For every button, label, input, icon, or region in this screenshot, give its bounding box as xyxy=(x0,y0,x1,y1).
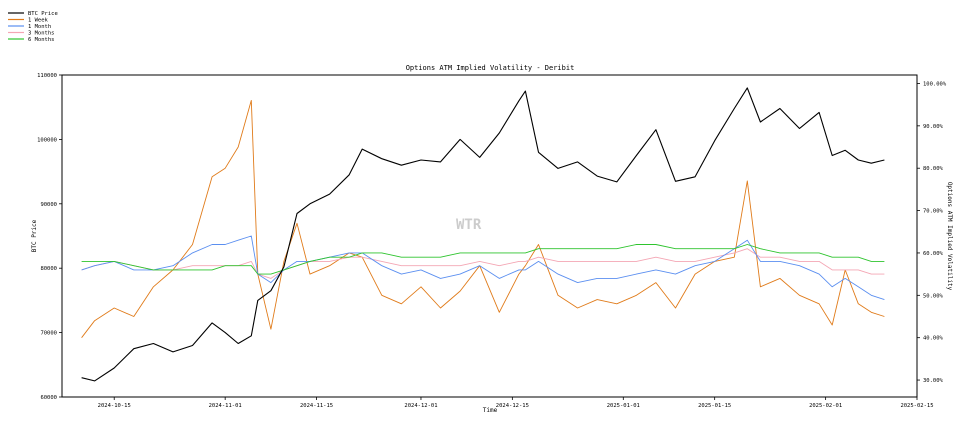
x-tick-label: 2024-11-01 xyxy=(209,403,242,409)
series-lines xyxy=(81,87,885,382)
y-left-tick-label: 60000 xyxy=(40,395,57,401)
x-tick-label: 2025-02-15 xyxy=(900,403,933,409)
y-right-tick-label: 100.00% xyxy=(923,81,947,87)
y-right-tick-label: 80.00% xyxy=(923,166,944,172)
x-tick-label: 2025-01-15 xyxy=(698,403,731,409)
y-right-tick-label: 40.00% xyxy=(923,336,944,342)
series-line-1-month xyxy=(81,235,885,301)
x-tick-label: 2024-12-15 xyxy=(496,403,529,409)
y-axis-right-ticks: 30.00% 40.00% 50.00% 60.00% 70.00% 80.00% 90.0… xyxy=(917,81,947,384)
x-tick-label: 2025-01-01 xyxy=(607,403,640,409)
series-line-6-months xyxy=(81,244,885,275)
y-axis-right-label: Options ATM Implied Volatility xyxy=(946,182,953,291)
x-axis-label: Time xyxy=(483,407,498,414)
y-right-tick-label: 70.00% xyxy=(923,209,944,215)
y-right-tick-label: 60.00% xyxy=(923,251,944,257)
legend-label-1-month: 1 Month xyxy=(28,24,51,30)
y-right-tick-label: 50.00% xyxy=(923,293,944,299)
legend-label-1-week: 1 Week xyxy=(28,18,49,24)
chart-title: Options ATM Implied Volatility - Deribit xyxy=(406,64,575,72)
legend-label-btc-price: BTC Price xyxy=(28,11,58,17)
y-left-tick-label: 90000 xyxy=(40,202,57,208)
y-left-tick-label: 80000 xyxy=(40,266,57,272)
watermark: WTR xyxy=(456,217,482,233)
legend-label-6-months: 6 Months xyxy=(28,37,55,43)
x-tick-label: 2025-02-01 xyxy=(809,403,842,409)
y-axis-left-ticks: 60000 70000 80000 90000 100000 110000 xyxy=(37,73,62,401)
y-right-tick-label: 30.00% xyxy=(923,378,944,384)
y-left-tick-label: 70000 xyxy=(40,331,57,337)
y-right-tick-label: 90.00% xyxy=(923,124,944,130)
x-tick-label: 2024-11-15 xyxy=(300,403,333,409)
x-tick-label: 2024-10-15 xyxy=(98,403,131,409)
series-line-1-week xyxy=(81,99,885,338)
y-axis-left-label: BTC Price xyxy=(31,219,38,252)
y-left-tick-label: 110000 xyxy=(37,73,57,79)
legend-label-3-months: 3 Months xyxy=(28,31,55,37)
x-axis-ticks: 2024-10-15 2024-11-01 2024-11-15 2024-12-01… xyxy=(98,397,934,409)
plot-area xyxy=(61,74,918,398)
x-tick-label: 2024-12-01 xyxy=(404,403,437,409)
series-line-btc-price xyxy=(81,87,885,382)
y-left-tick-label: 100000 xyxy=(37,137,57,143)
